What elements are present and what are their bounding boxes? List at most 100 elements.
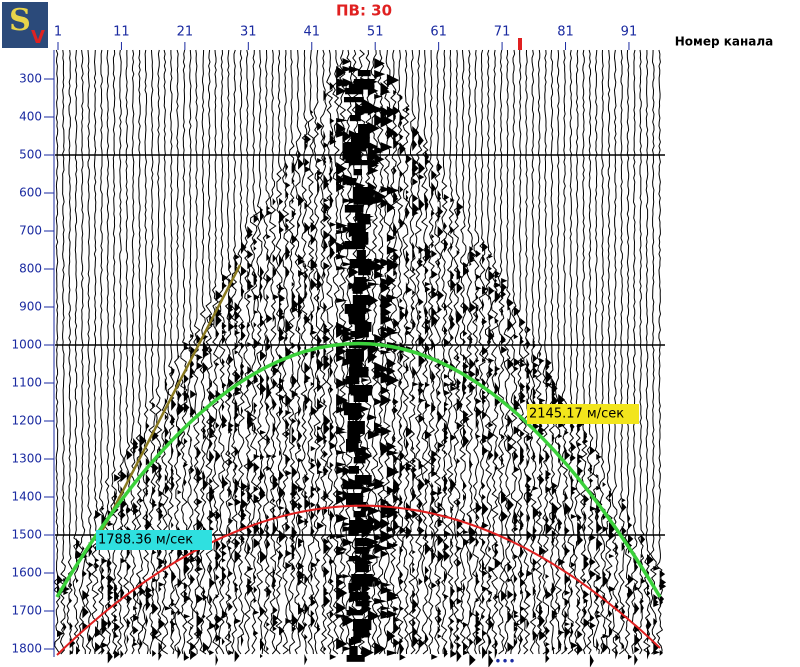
wiggle-fill [63, 590, 69, 596]
wiggle-fill [349, 367, 369, 378]
hodograph-red[interactable] [56, 504, 661, 656]
wiggle-fill [354, 475, 372, 485]
scroll-dots[interactable]: ••• [494, 655, 515, 667]
wiggle-fill [351, 637, 362, 643]
trace [579, 49, 588, 655]
wiggle-fill [507, 442, 514, 453]
wiggle-fill [507, 578, 513, 583]
trace [548, 49, 556, 655]
trace [262, 49, 271, 655]
logo[interactable]: S V [2, 2, 48, 48]
wiggle-fill [386, 650, 398, 656]
wiggle-fill [304, 574, 309, 585]
wiggle-fill [202, 642, 210, 653]
wiggle-fill [634, 586, 640, 592]
wiggle-fill [393, 494, 400, 504]
channel-marker[interactable] [518, 38, 522, 50]
wiggle-fill [285, 506, 290, 520]
wiggle-fill [507, 434, 513, 444]
wiggle-fill [532, 366, 538, 377]
wiggle-fill [418, 414, 425, 424]
wiggle-fill [520, 570, 525, 579]
wiggle-fill [344, 241, 366, 250]
wiggle-fill [310, 330, 318, 336]
wiggle-fill [545, 574, 550, 579]
wiggle-fill [431, 374, 435, 381]
x-tick-label: 1 [54, 25, 62, 40]
velocity-line[interactable] [98, 264, 242, 536]
wiggle-fill [139, 458, 143, 471]
wiggle-fill [393, 194, 399, 204]
wiggle-fill [526, 474, 532, 484]
wiggle-fill [353, 457, 366, 464]
wiggle-fill [412, 318, 416, 331]
wiggle-fill [298, 622, 305, 634]
wiggle-fill [507, 358, 514, 371]
wiggle-fill [564, 450, 571, 461]
wiggle-fill [501, 346, 508, 354]
wiggle-fill [253, 238, 258, 246]
trace [636, 49, 645, 655]
wiggle-fill [602, 642, 608, 654]
wiggle-fill [323, 198, 329, 203]
wiggle-fill [353, 79, 375, 90]
wiggle-fill [513, 306, 521, 317]
wiggle-fill [310, 382, 315, 387]
wiggle-fill [357, 70, 371, 77]
wiggle-fill [228, 310, 233, 324]
wiggle-fill [285, 218, 290, 223]
wiggle-fill [215, 510, 222, 522]
wiggle-fill [463, 330, 468, 337]
wiggle-fill [279, 474, 283, 480]
wiggle-fill [346, 178, 357, 186]
wiggle-fill [202, 426, 206, 437]
wiggle-fill [279, 450, 282, 457]
hodograph-green[interactable] [55, 341, 662, 598]
wiggle-fill [342, 646, 352, 652]
wiggle-fill [412, 510, 419, 519]
trace [186, 49, 195, 655]
wiggle-fill [405, 330, 412, 336]
wiggle-fill [437, 534, 444, 547]
wiggle-fill [346, 610, 364, 616]
wiggle-fill [177, 610, 182, 616]
wiggle-fill [386, 594, 399, 602]
wiggle-fill [253, 630, 259, 637]
wiggle-fill [221, 558, 226, 563]
wiggle-fill [209, 510, 216, 520]
wiggle-fill [374, 598, 388, 605]
wiggle-fill [469, 258, 475, 264]
x-tick-label: 81 [557, 25, 574, 40]
wiggle-fill [507, 498, 514, 512]
wiggle-fill [526, 374, 530, 380]
wiggle-fill [488, 266, 492, 272]
trace [110, 49, 118, 655]
wiggle-fill [228, 458, 233, 467]
wiggle-fill [298, 502, 303, 511]
wiggle-fill [456, 458, 461, 465]
wiggle-fill [469, 534, 476, 545]
trace [72, 49, 81, 655]
wiggle-fill [469, 334, 473, 345]
wiggle-fill [405, 254, 410, 266]
wiggle-fill [266, 294, 270, 301]
wiggle-fill [347, 430, 361, 442]
wiggle-fill [437, 614, 442, 626]
wiggle-fill [272, 498, 276, 504]
wiggle-fill [374, 58, 385, 69]
wiggle-fill [183, 614, 191, 619]
wiggle-fill [240, 266, 247, 277]
wiggle-fill [393, 482, 400, 496]
wiggle-fill [418, 578, 423, 586]
trace [389, 49, 398, 655]
wiggle-fill [412, 250, 415, 262]
wiggle-fill [247, 458, 255, 472]
trace [402, 49, 410, 655]
velocity-box [527, 404, 639, 424]
wiggle-fill [183, 402, 190, 413]
wiggle-fill [520, 454, 524, 466]
wiggle-fill [405, 466, 412, 472]
wiggle-fill [272, 618, 279, 628]
wiggle-fill [209, 434, 215, 439]
y-tick-label: 500 [19, 148, 42, 162]
